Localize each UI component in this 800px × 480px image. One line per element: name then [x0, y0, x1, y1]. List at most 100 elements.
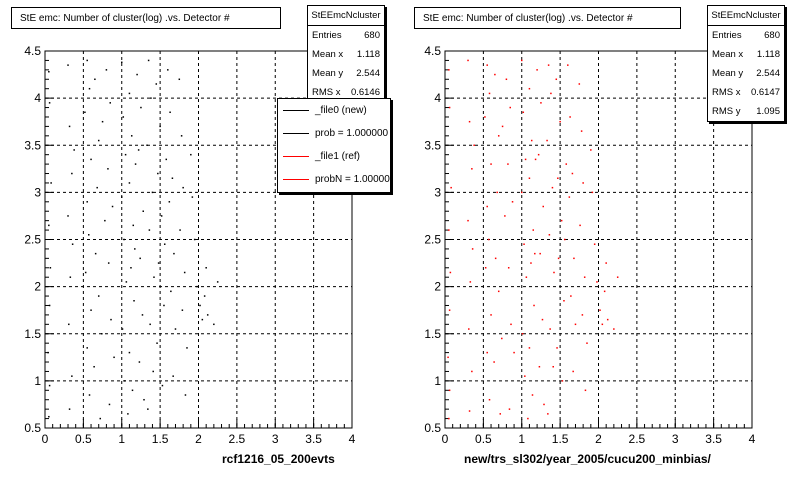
y-tick-label: 0.5	[424, 421, 441, 435]
data-point	[87, 234, 90, 236]
data-point	[523, 243, 525, 245]
x-tick-label: 1.5	[552, 432, 569, 446]
x-tick-label: 0	[442, 432, 449, 446]
data-point	[496, 191, 498, 194]
data-point	[101, 333, 103, 335]
data-point	[84, 111, 86, 114]
data-point	[168, 201, 171, 203]
legend-box: _file0 (new) prob = 1.000000 _file1 (ref…	[277, 98, 391, 193]
y-tick-label: 3	[434, 185, 441, 199]
data-point	[152, 370, 154, 373]
data-point	[509, 106, 511, 109]
data-point	[137, 149, 140, 151]
data-point	[583, 276, 586, 278]
data-point	[528, 347, 531, 349]
data-point	[450, 186, 452, 189]
data-point	[467, 59, 469, 62]
data-point	[447, 356, 449, 359]
x-tick-label: 3	[272, 432, 279, 446]
data-point	[521, 59, 523, 62]
x-tick-label: 4	[349, 432, 356, 446]
data-point	[511, 201, 514, 203]
data-point	[104, 219, 106, 222]
data-point	[73, 149, 75, 151]
data-point	[146, 144, 148, 146]
data-point	[521, 333, 524, 335]
data-point	[67, 64, 69, 66]
data-point	[605, 262, 607, 264]
data-point	[581, 314, 584, 316]
data-point	[603, 290, 606, 293]
data-point	[134, 248, 136, 250]
data-point	[149, 323, 151, 326]
data-point	[534, 252, 536, 255]
data-point	[48, 102, 51, 104]
data-point	[125, 281, 128, 283]
right-chart-title: StE emc: Number of cluster(log) .vs. Det…	[414, 7, 681, 29]
data-point	[448, 106, 451, 109]
y-tick-label: 4	[434, 91, 441, 105]
data-point	[124, 153, 127, 156]
data-point	[90, 158, 92, 161]
data-point	[157, 172, 159, 175]
left-scatter-plot: 0 0.5 1 1.5 2 2.5 3 3.5 40.511.522.533.544.5	[24, 44, 356, 446]
data-point	[616, 276, 619, 278]
data-point	[606, 318, 609, 321]
data-point	[541, 318, 544, 321]
data-point	[572, 370, 574, 373]
data-point	[48, 384, 51, 387]
data-point	[488, 398, 491, 401]
x-tick-label: 2.5	[229, 432, 246, 446]
left-stats-box: StEEmcNcluster Entries 680 Mean x 1.118 Me…	[307, 5, 385, 103]
data-point	[494, 73, 496, 76]
data-point	[528, 177, 531, 179]
data-point	[571, 172, 574, 175]
data-point	[128, 182, 131, 184]
data-point	[513, 351, 515, 354]
data-point	[552, 365, 554, 368]
data-point	[593, 243, 596, 245]
data-point	[84, 271, 87, 274]
data-point	[141, 314, 144, 316]
data-point	[553, 271, 555, 274]
x-tick-label: 2	[195, 432, 202, 446]
data-point	[206, 314, 209, 316]
data-point	[527, 417, 529, 420]
x-tick-label: 1.5	[152, 432, 169, 446]
data-point	[130, 267, 132, 269]
data-point	[497, 135, 500, 137]
left-stats-row: Mean x 1.118	[312, 49, 380, 60]
y-tick-label: 3.5	[24, 138, 41, 152]
data-point	[138, 361, 141, 363]
data-point	[582, 182, 584, 184]
data-point	[68, 125, 71, 128]
y-tick-label: 2.5	[424, 233, 441, 247]
data-point	[467, 219, 469, 222]
data-point	[133, 300, 135, 302]
data-point	[487, 238, 490, 241]
data-point	[110, 318, 112, 321]
data-point	[574, 323, 577, 326]
data-point	[161, 384, 164, 387]
data-point	[486, 351, 488, 354]
data-point	[499, 413, 502, 415]
data-point	[99, 417, 102, 420]
data-point	[179, 229, 181, 231]
data-point	[150, 97, 152, 99]
data-point	[486, 205, 488, 208]
data-point	[173, 252, 175, 255]
data-point	[97, 295, 100, 297]
data-point	[48, 70, 50, 73]
data-point	[547, 64, 550, 66]
data-point	[50, 182, 52, 184]
right-stats-row: Entries 680	[712, 30, 780, 41]
x-tick-label: 2.5	[629, 432, 646, 446]
data-point	[88, 394, 91, 396]
data-point	[484, 116, 486, 118]
data-point	[448, 309, 451, 311]
data-point	[71, 375, 73, 377]
data-point	[449, 271, 452, 274]
data-point	[48, 304, 51, 307]
data-point	[504, 215, 506, 217]
data-point	[578, 83, 581, 85]
